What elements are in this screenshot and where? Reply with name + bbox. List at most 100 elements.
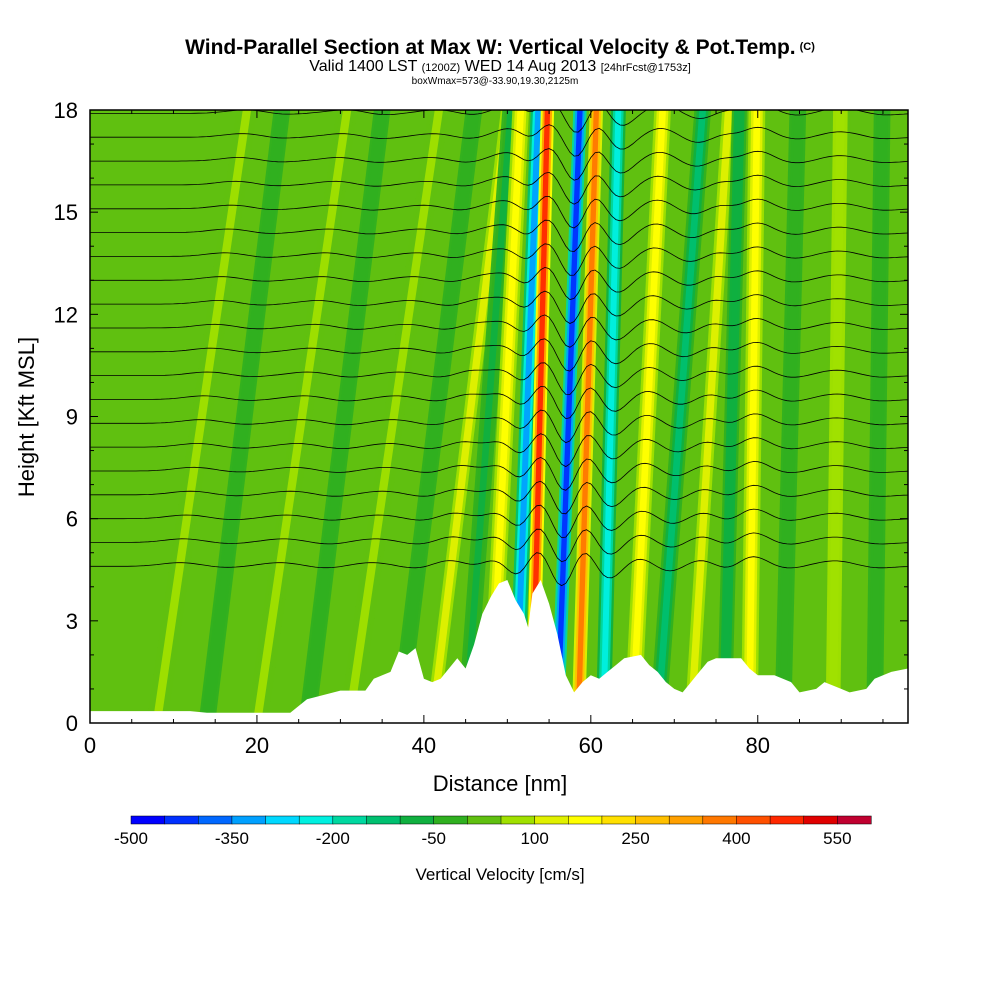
colorbar-swatch — [568, 815, 603, 825]
velocity-band-10-2 — [529, 110, 551, 723]
isentrope-0 — [90, 552, 908, 587]
isentrope-11 — [90, 290, 908, 324]
subtitle-date: WED 14 Aug 2013 — [464, 58, 597, 75]
colorbar-tick-label: 550 — [823, 829, 851, 848]
colorbar-swatch — [837, 815, 872, 825]
velocity-band-18-2 — [746, 110, 761, 723]
colorbar-swatch — [668, 815, 704, 825]
colorbar-swatch — [635, 815, 670, 825]
y-tick-label: 3 — [66, 609, 78, 634]
x-tick-label: 20 — [245, 733, 269, 758]
y-tick-label: 6 — [66, 507, 78, 532]
isentrope-9 — [90, 338, 908, 372]
colorbar-swatch — [164, 815, 199, 825]
velocity-band-21-2 — [871, 110, 886, 723]
isentrope-19 — [90, 110, 908, 133]
colorbar-swatch — [467, 815, 502, 825]
velocity-band-17-2 — [721, 110, 743, 723]
colorbar-swatch — [198, 815, 233, 825]
isentrope-5 — [90, 433, 908, 468]
colorbar-tick-label: 400 — [722, 829, 750, 848]
colorbar-swatch — [433, 815, 468, 825]
terrain-mask — [90, 580, 908, 723]
colorbar-swatch — [265, 815, 300, 825]
subtitle-valid: Valid 1400 LST — [309, 58, 418, 75]
subtitle-forecast: [24hrFcst@1753z] — [600, 62, 691, 74]
isentrope-18 — [90, 124, 908, 157]
colorbar-swatch — [500, 815, 536, 825]
colorbar-swatch — [298, 815, 334, 825]
isentrope-10 — [90, 314, 908, 348]
velocity-field — [90, 110, 908, 723]
colorbar-swatch — [231, 815, 267, 825]
chart-title-text: Wind-Parallel Section at Max W: Vertical… — [185, 36, 796, 59]
x-tick-label: 40 — [412, 733, 436, 758]
colorbar-swatch — [366, 815, 401, 825]
x-tick-label: 60 — [579, 733, 603, 758]
isentrope-13 — [90, 243, 908, 276]
velocity-band-5-2 — [395, 110, 478, 723]
y-tick-label: 15 — [54, 200, 78, 225]
y-axis-label: Height [Kft MSL] — [14, 337, 39, 497]
velocity-band-7-2 — [462, 110, 515, 723]
colorbar-swatch — [769, 815, 805, 825]
colorbar-tick-label: -350 — [215, 829, 249, 848]
colorbar-tick-label: 100 — [520, 829, 548, 848]
colorbar-tick-label: -50 — [421, 829, 446, 848]
subtitle-zulu: (1200Z) — [421, 62, 461, 74]
velocity-band-9-2 — [512, 110, 542, 723]
colorbar-swatch — [601, 815, 637, 825]
isentrope-3 — [90, 480, 908, 515]
terrain-profile — [90, 580, 908, 723]
x-tick-label: 0 — [84, 733, 96, 758]
chart-axes: 0 20 40 60 80 0 3 6 9 12 15 18 — [54, 98, 908, 758]
velocity-band-2-2 — [252, 110, 352, 723]
colorbar-tick-label: -500 — [114, 829, 148, 848]
velocity-band-11-2 — [554, 110, 583, 723]
isentrope-7 — [90, 386, 908, 420]
colorbar-tick-label: -200 — [316, 829, 350, 848]
colorbar-swatch — [702, 815, 738, 825]
y-tick-label: 18 — [54, 98, 78, 123]
colorbar: -500 -350 -200 -50 100 250 400 550 — [114, 815, 872, 848]
isentrope-6 — [90, 409, 908, 444]
x-axis-label: Distance [nm] — [433, 771, 568, 796]
velocity-band-19-2 — [779, 110, 802, 723]
isentrope-16 — [90, 171, 908, 205]
velocity-band-1-2 — [203, 110, 286, 723]
colorbar-swatch — [399, 815, 435, 825]
isentrope-2 — [90, 504, 908, 539]
velocity-band-20-2 — [828, 110, 845, 723]
isentrope-12 — [90, 266, 908, 300]
velocity-band-16-2 — [687, 110, 733, 723]
isentrope-1 — [90, 528, 908, 563]
chart-box-info: boxWmax=573@-33.90,19.30,2125m — [411, 76, 579, 87]
velocity-band-3-2 — [303, 110, 386, 723]
isentrope-17 — [90, 148, 908, 181]
velocity-band-8-2 — [487, 110, 525, 723]
isentrope-15 — [90, 195, 908, 229]
colorbar-swatch — [332, 815, 368, 825]
copyright-mark: (C) — [799, 41, 815, 53]
x-tick-label: 80 — [746, 733, 770, 758]
isentrope-4 — [90, 456, 908, 491]
colorbar-swatch — [736, 815, 771, 825]
velocity-band-13-2 — [600, 110, 622, 723]
chart-subtitle: Valid 1400 LST (1200Z) WED 14 Aug 2013 [… — [0, 59, 1000, 76]
y-tick-label: 9 — [66, 405, 78, 430]
velocity-band-4-2 — [344, 110, 444, 723]
chart-title: Wind-Parallel Section at Max W: Vertical… — [0, 36, 1000, 59]
isentrope-14 — [90, 219, 908, 253]
velocity-band-14-2 — [629, 110, 666, 723]
colorbar-swatch — [130, 815, 166, 825]
colorbar-tick-label: 250 — [621, 829, 649, 848]
y-tick-label: 12 — [54, 302, 78, 327]
colorbar-swatch — [803, 815, 838, 825]
velocity-band-6-2 — [428, 110, 512, 723]
potential-temperature-contours — [90, 110, 908, 587]
isentrope-8 — [90, 362, 908, 395]
velocity-band-15-2 — [654, 110, 707, 723]
velocity-band-0-2 — [152, 110, 252, 723]
colorbar-label: Vertical Velocity [cm/s] — [415, 865, 584, 884]
